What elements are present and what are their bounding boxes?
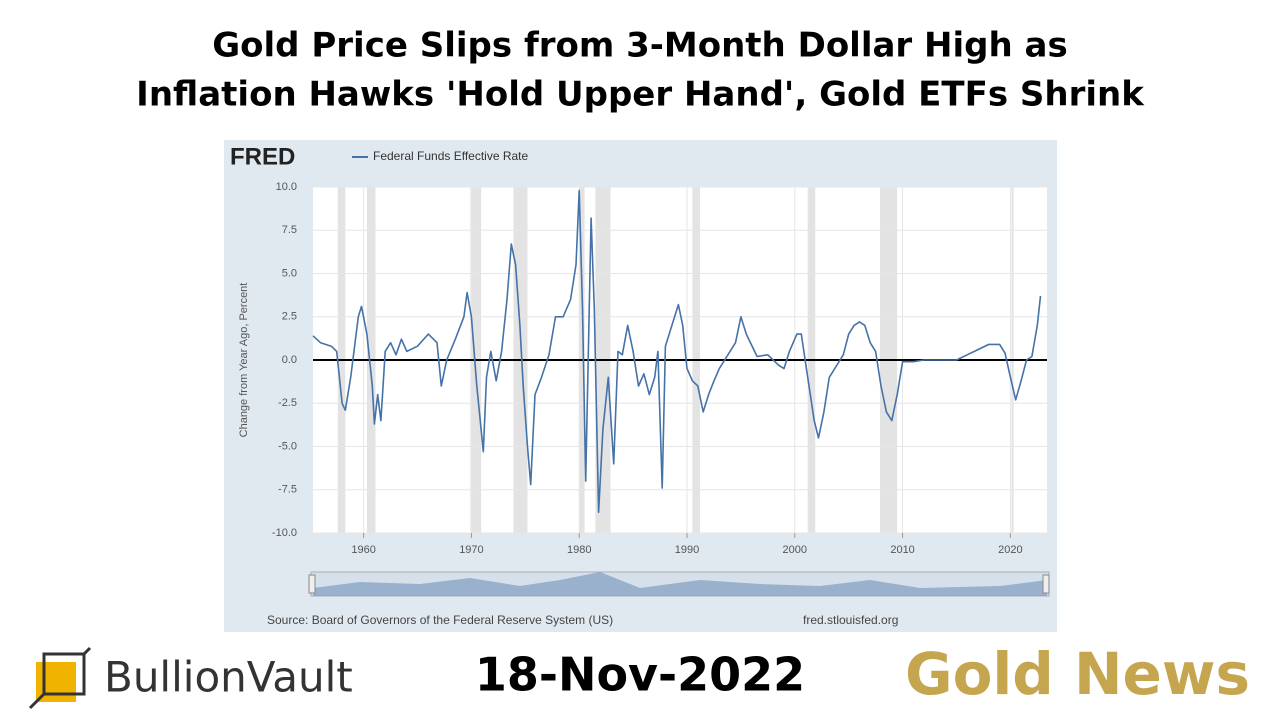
x-tick-label: 2010 [890, 544, 914, 556]
data-line [312, 189, 1042, 513]
tag: Gold News [905, 640, 1250, 708]
title: Gold Price Slips from 3-Month Dollar Hig… [212, 26, 1067, 66]
title: Inflation Hawks 'Hold Upper Hand', Gold … [136, 75, 1145, 115]
y-tick-label: -7.5 [278, 484, 297, 496]
x-tick-label: 2020 [998, 544, 1022, 556]
brand: BullionVault [104, 653, 353, 702]
navigator-handle[interactable] [308, 574, 316, 594]
y-tick-label: 0.0 [282, 354, 297, 366]
site: fred.stlouisfed.org [803, 613, 898, 627]
y-tick-label: -10.0 [272, 527, 297, 539]
source: Source: Board of Governors of the Federa… [267, 613, 613, 627]
y-tick-label: 5.0 [282, 267, 297, 279]
y-tick-label: -5.0 [278, 440, 297, 452]
x-tick-label: 1960 [351, 544, 375, 556]
navigator-shape [313, 572, 1047, 596]
fred-logo: FRED [230, 143, 295, 170]
date: 18-Nov-2022 [475, 648, 805, 702]
y-tick-label: 7.5 [282, 224, 297, 236]
navigator-handle[interactable] [1042, 574, 1050, 594]
x-tick-label: 1980 [567, 544, 591, 556]
x-tick-label: 1990 [675, 544, 699, 556]
legend-label: Federal Funds Effective Rate [373, 149, 529, 163]
y-tick-label: -2.5 [278, 397, 297, 409]
y-tick-label: 2.5 [282, 311, 297, 323]
y-tick-label: 10.0 [276, 181, 297, 193]
bullionvault-icon [28, 646, 92, 710]
y-axis-label: Change from Year Ago, Percent [238, 283, 250, 438]
x-tick-label: 1970 [459, 544, 483, 556]
x-tick-label: 2000 [783, 544, 807, 556]
